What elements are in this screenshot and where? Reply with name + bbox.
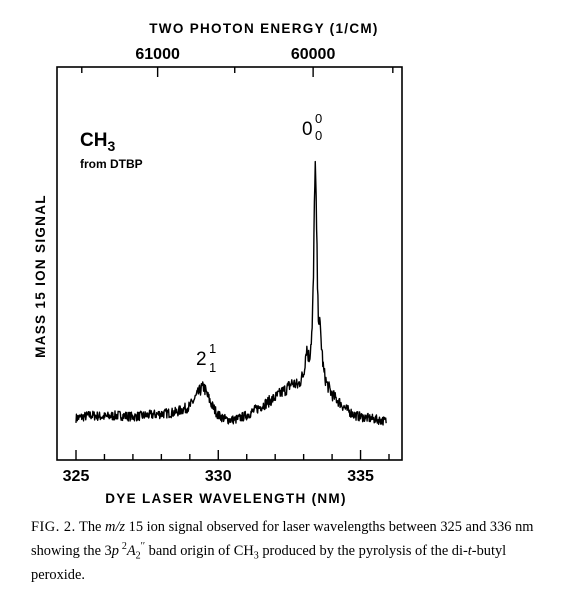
x-tick-label: 325 — [63, 468, 90, 485]
source-label: from DTBP — [80, 157, 143, 171]
species-label: CH3 — [80, 130, 115, 154]
peak-hot-sub: 1 — [209, 360, 216, 375]
peak-origin-sub: 0 — [315, 128, 322, 143]
caption-sub-2: 2 — [135, 550, 141, 562]
y-axis-label: MASS 15 ION SIGNAL — [33, 194, 48, 358]
peak-hot-label: 2 — [196, 349, 207, 370]
x-tick-label: 330 — [205, 468, 232, 485]
caption-text-1: The — [79, 519, 102, 535]
species-sub: 3 — [107, 138, 115, 154]
peak-hot-main: 2 — [196, 349, 207, 370]
figure-caption: FIG. 2. The m/z 15 ion signal observed f… — [31, 518, 563, 585]
x-axis-label: DYE LASER WAVELENGTH (NM) — [105, 491, 347, 506]
caption-p: p — [111, 542, 119, 559]
spectrum-trace — [75, 160, 387, 426]
species-main: CH — [80, 130, 107, 151]
caption-text-5: -butyl peroxide. — [31, 542, 507, 583]
caption-text-2: 15 ion signal observed for laser wavelen… — [31, 519, 534, 559]
caption-primes: ′′ — [140, 541, 146, 552]
caption-text-4: produced by the pyrolysis of the di- — [262, 542, 468, 559]
top-tick-label: 60000 — [291, 46, 336, 63]
peak-origin-sup: 0 — [315, 111, 322, 126]
caption-mz: m/z — [105, 519, 126, 535]
top-axis-label: TWO PHOTON ENERGY (1/CM) — [149, 21, 378, 36]
top-axis-ticks: 61000 60000 — [81, 46, 394, 77]
figure-chart: TWO PHOTON ENERGY (1/CM) 61000 60000 MASS… — [33, 21, 403, 506]
plot-frame — [56, 66, 403, 461]
bottom-axis-ticks: 325 330 335 — [63, 450, 390, 485]
caption-A: A — [126, 542, 136, 559]
caption-sup-2: 2 — [121, 541, 127, 552]
caption-text-3: band origin of CH — [148, 542, 254, 559]
peak-hot-sup: 1 — [209, 341, 216, 356]
top-tick-label: 61000 — [135, 46, 180, 63]
peak-origin-label: 0 — [302, 119, 313, 140]
x-tick-label: 335 — [347, 468, 374, 485]
caption-sub-3: 3 — [253, 550, 259, 562]
caption-label: FIG. 2. — [31, 519, 76, 535]
peak-origin-main: 0 — [302, 119, 313, 140]
caption-t: t — [467, 542, 472, 559]
